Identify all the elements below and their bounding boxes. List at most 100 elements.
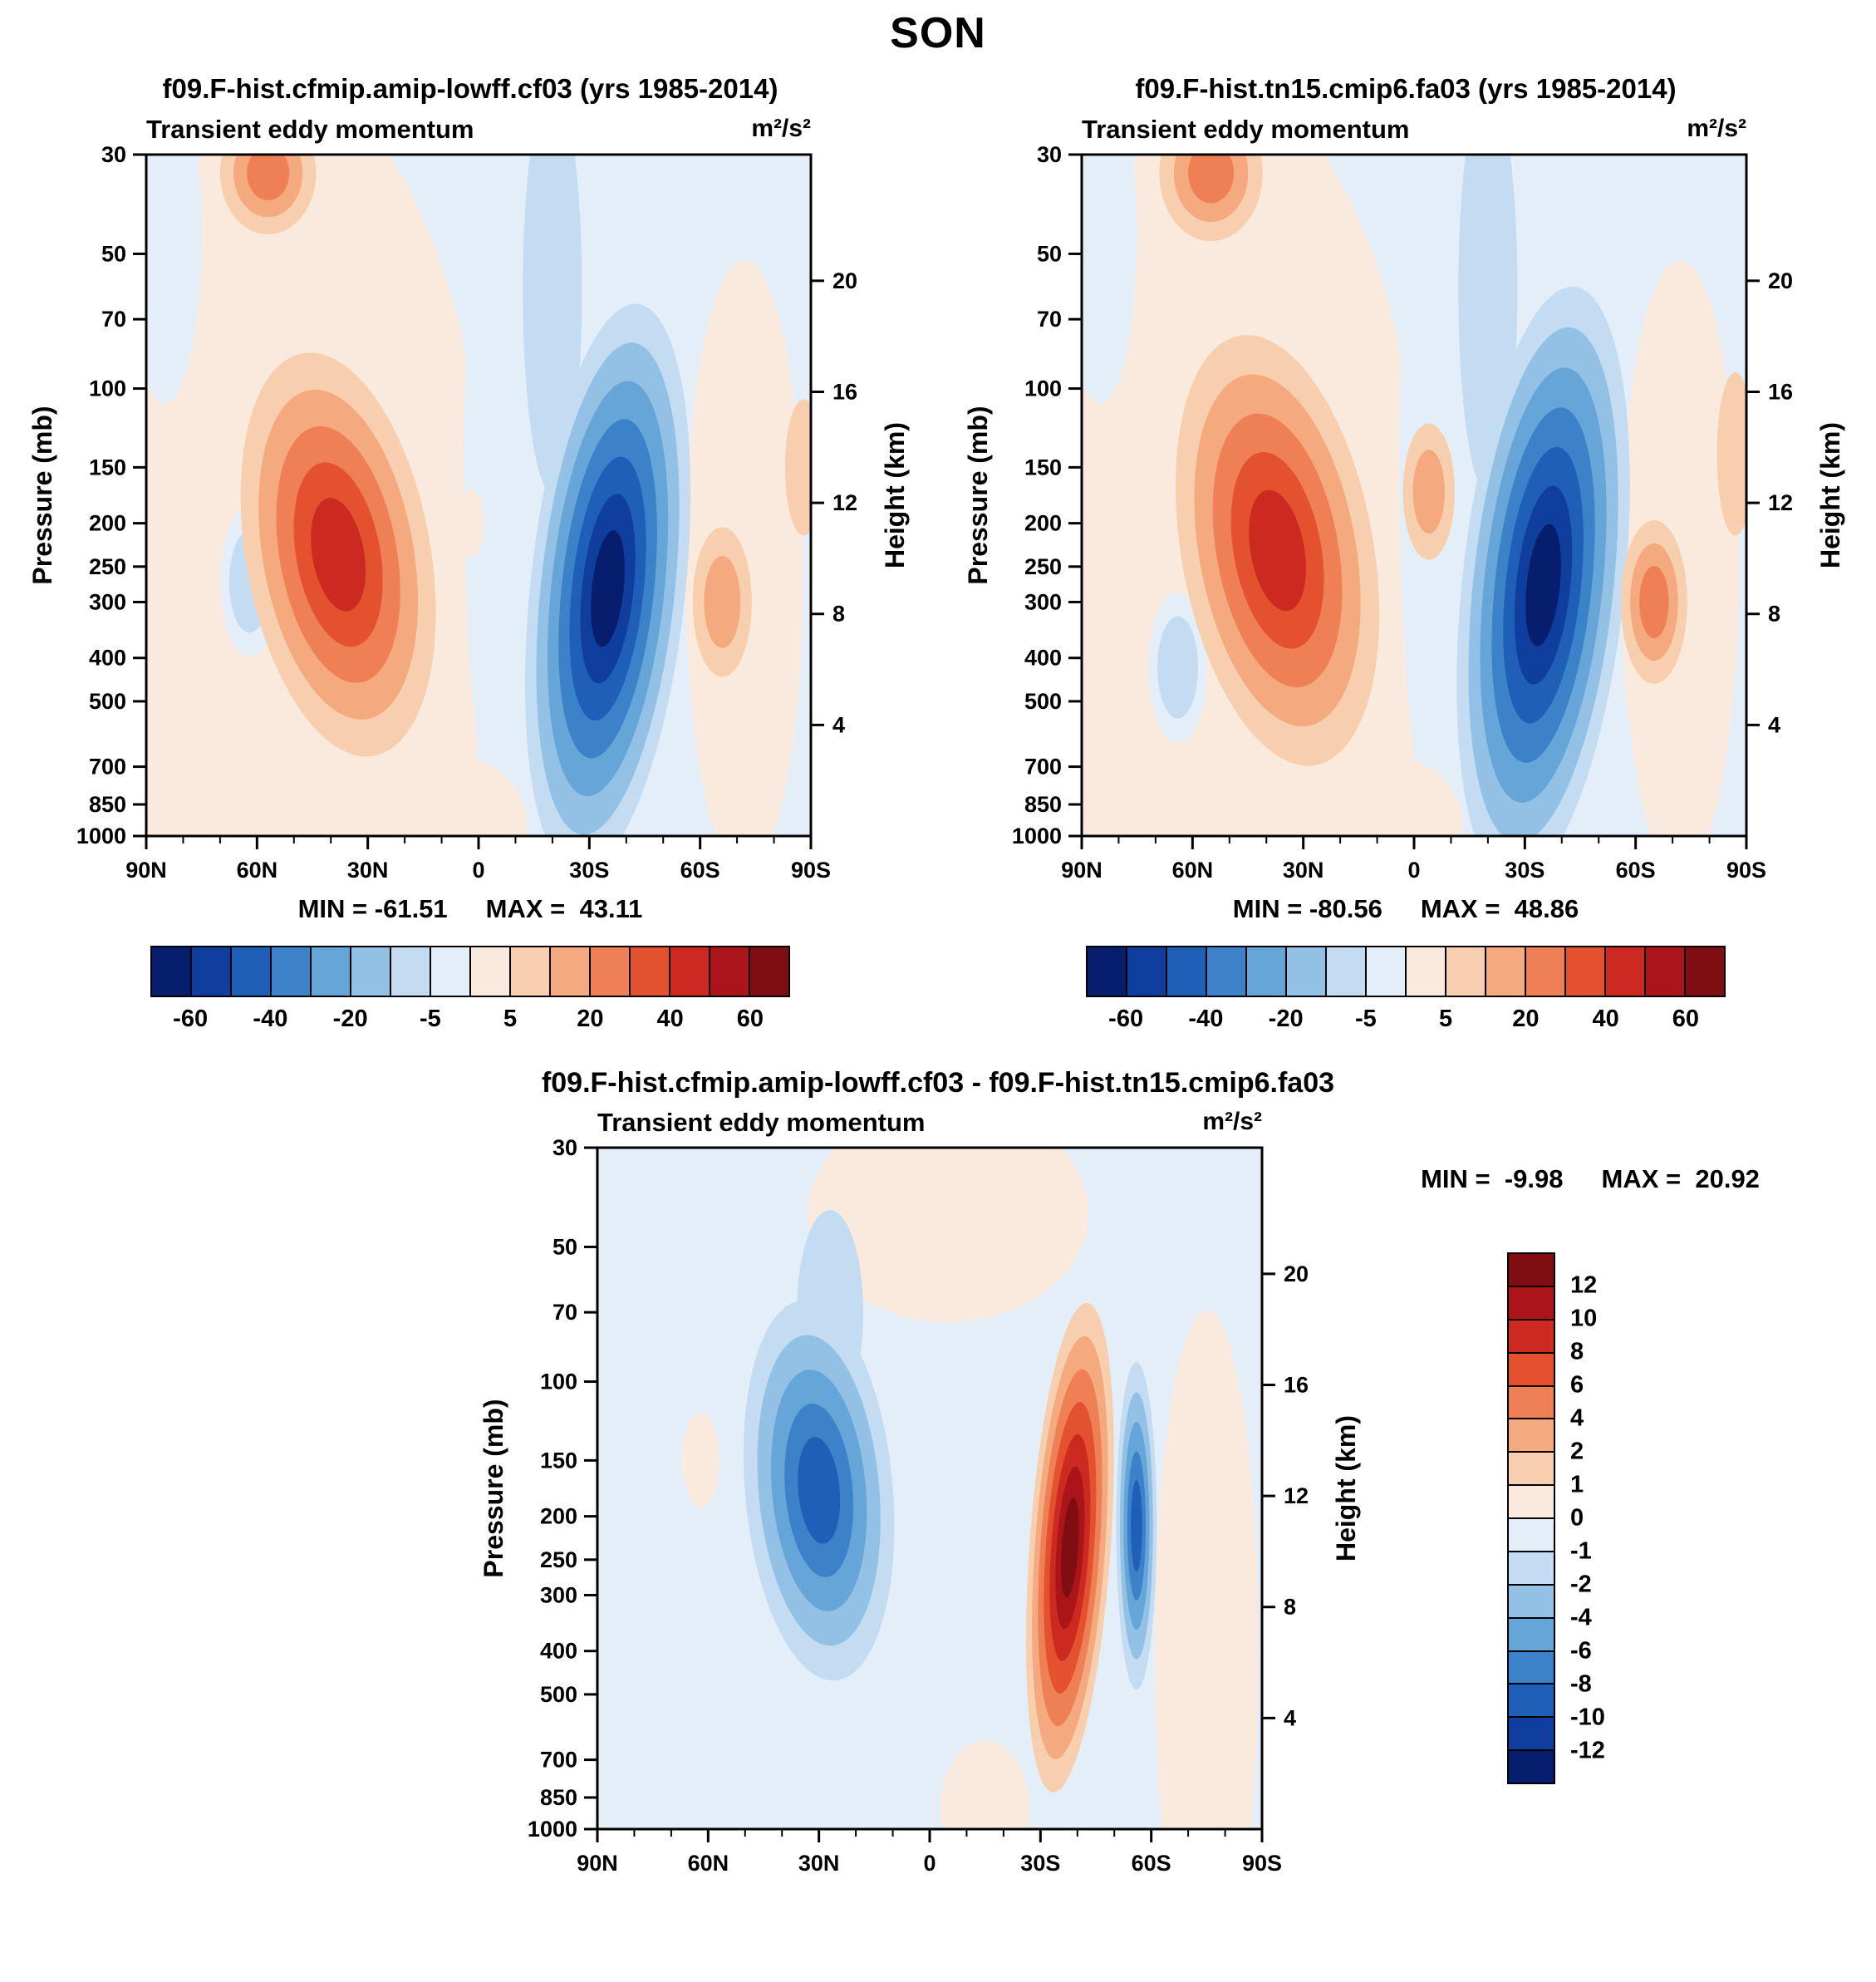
panel-diff-minmax: MIN = -9.98 MAX = 20.92: [1421, 1164, 1760, 1194]
colorbar-tick-label: 60: [1672, 1006, 1700, 1032]
panel-diff-subtitle-row: Transient eddy momentum m²/s²: [597, 1108, 1262, 1138]
colorbar-segment: [669, 946, 710, 997]
colorbar-segment: [1206, 946, 1247, 997]
colorbar-tick-label: 40: [656, 1006, 684, 1032]
svg-text:150: 150: [540, 1448, 577, 1473]
svg-text:100: 100: [540, 1370, 577, 1394]
svg-text:100: 100: [89, 376, 126, 401]
colorbar-tick-label: -20: [1268, 1006, 1304, 1032]
colorbar-tick-label: -40: [253, 1006, 288, 1032]
panel-diff-units: m²/s²: [1202, 1108, 1262, 1135]
svg-text:16: 16: [1284, 1372, 1309, 1397]
colorbar-tick-label: 60: [736, 1006, 764, 1032]
svg-text:16: 16: [1768, 379, 1793, 404]
svg-text:90S: 90S: [791, 858, 831, 883]
svg-text:200: 200: [1024, 511, 1062, 536]
colorbar-segment: [1507, 1318, 1555, 1354]
svg-text:300: 300: [89, 589, 126, 614]
svg-text:90N: 90N: [125, 858, 167, 883]
svg-text:4: 4: [1284, 1705, 1296, 1730]
colorbar-fa03: -60 -40 -20 -5 5 20 40 60: [1086, 946, 1726, 1039]
colorbar-segment: [430, 946, 471, 997]
colorbar-segment: [1507, 1650, 1555, 1685]
panel-fa03-max: MAX = 48.86: [1420, 894, 1579, 923]
panel-fa03: f09.F-hist.tn15.cmip6.fa03 (yrs 1985-201…: [953, 70, 1859, 1039]
svg-text:60N: 60N: [688, 1851, 729, 1876]
top-panel-row: f09.F-hist.cfmip.amip-lowff.cf03 (yrs 19…: [0, 70, 1876, 1039]
panel-cf03-minmax: MIN = -61.51 MAX = 43.11: [298, 894, 643, 924]
panel-fa03-units: m²/s²: [1687, 115, 1746, 142]
colorbar-tick-label: 20: [577, 1006, 604, 1032]
svg-text:500: 500: [89, 689, 126, 714]
svg-text:150: 150: [1024, 455, 1062, 480]
height-axis-title: Height (km): [1815, 422, 1845, 568]
svg-text:300: 300: [1024, 589, 1062, 614]
svg-text:20: 20: [832, 268, 857, 293]
colorbar-segment: [1325, 946, 1367, 997]
svg-text:500: 500: [1024, 689, 1062, 714]
height-axis-title: Height (km): [880, 422, 910, 568]
colorbar-segment: [350, 946, 391, 997]
panel-fa03-minmax: MIN = -80.56 MAX = 48.86: [1233, 894, 1579, 924]
colorbar-segment: [1126, 946, 1167, 997]
colorbar-segment: [629, 946, 670, 997]
colorbar-segment: [150, 946, 192, 997]
colorbar-segment: [1405, 946, 1446, 997]
colorbar-tick-label: -5: [419, 1006, 441, 1032]
contour-plot-fa03: 30 50 70 100 150 200 250 300 400 500 700 850 1000 20 1…: [963, 145, 1845, 883]
colorbar-segment: [1507, 1550, 1555, 1586]
colorbar-tick-label: 0: [1570, 1504, 1584, 1532]
height-axis-title: Height (km): [1331, 1415, 1361, 1562]
svg-text:30S: 30S: [569, 858, 609, 883]
colorbar-tick-label: -2: [1570, 1571, 1592, 1598]
svg-text:400: 400: [89, 646, 126, 671]
pressure-axis-title: Pressure (mb): [479, 1399, 508, 1577]
svg-text:850: 850: [1024, 792, 1062, 817]
colorbar-segment: [1644, 946, 1686, 997]
colorbar-tick-label: -40: [1188, 1006, 1224, 1032]
svg-text:500: 500: [540, 1682, 577, 1707]
pressure-axis-title: Pressure (mb): [27, 406, 57, 584]
panel-cf03: f09.F-hist.cfmip.amip-lowff.cf03 (yrs 19…: [17, 70, 923, 1039]
svg-text:8: 8: [1284, 1595, 1296, 1620]
colorbar-segment: [1507, 1716, 1555, 1752]
colorbar-boxes: [1086, 946, 1726, 997]
colorbar-tick-label: 12: [1570, 1271, 1598, 1299]
colorbar-tick-label: 1: [1570, 1471, 1584, 1498]
pressure-axis-title: Pressure (mb): [963, 406, 993, 584]
panel-diff-min: MIN = -9.98: [1421, 1164, 1564, 1193]
panel-diff-max: MAX = 20.92: [1601, 1164, 1760, 1193]
contour-plot-cf03: 30 50 70 100 150 200 250 300 400 500 700 850 1000 20 1…: [27, 145, 910, 883]
contour-field: [146, 155, 811, 836]
svg-text:30: 30: [101, 145, 126, 167]
colorbar-segment: [270, 946, 312, 997]
colorbar-segment: [589, 946, 631, 997]
colorbar-segment: [1285, 946, 1327, 997]
svg-text:400: 400: [540, 1639, 577, 1664]
colorbar-segment: [1507, 1616, 1555, 1652]
svg-text:250: 250: [540, 1547, 577, 1572]
svg-text:4: 4: [832, 712, 845, 737]
contour-field: [597, 1148, 1262, 1829]
colorbar-segment: [310, 946, 351, 997]
svg-text:1000: 1000: [1012, 824, 1062, 848]
svg-text:12: 12: [1768, 490, 1793, 515]
svg-text:30: 30: [552, 1138, 577, 1160]
colorbar-segment: [549, 946, 591, 997]
svg-text:50: 50: [552, 1234, 577, 1259]
svg-text:100: 100: [1024, 376, 1062, 401]
panel-cf03-units: m²/s²: [751, 115, 811, 142]
colorbar-segment: [509, 946, 551, 997]
svg-text:90N: 90N: [577, 1851, 618, 1876]
svg-text:70: 70: [101, 307, 126, 332]
panel-cf03-min: MIN = -61.51: [297, 894, 448, 923]
colorbar-segment: [1507, 1384, 1555, 1420]
svg-text:8: 8: [832, 602, 845, 627]
svg-text:1000: 1000: [528, 1817, 577, 1842]
colorbar-segment: [1485, 946, 1526, 997]
colorbar-tick-label: -5: [1354, 1006, 1377, 1032]
colorbar-segment: [1507, 1484, 1555, 1519]
colorbar-tick-label: 5: [503, 1006, 518, 1032]
svg-text:700: 700: [540, 1748, 577, 1773]
